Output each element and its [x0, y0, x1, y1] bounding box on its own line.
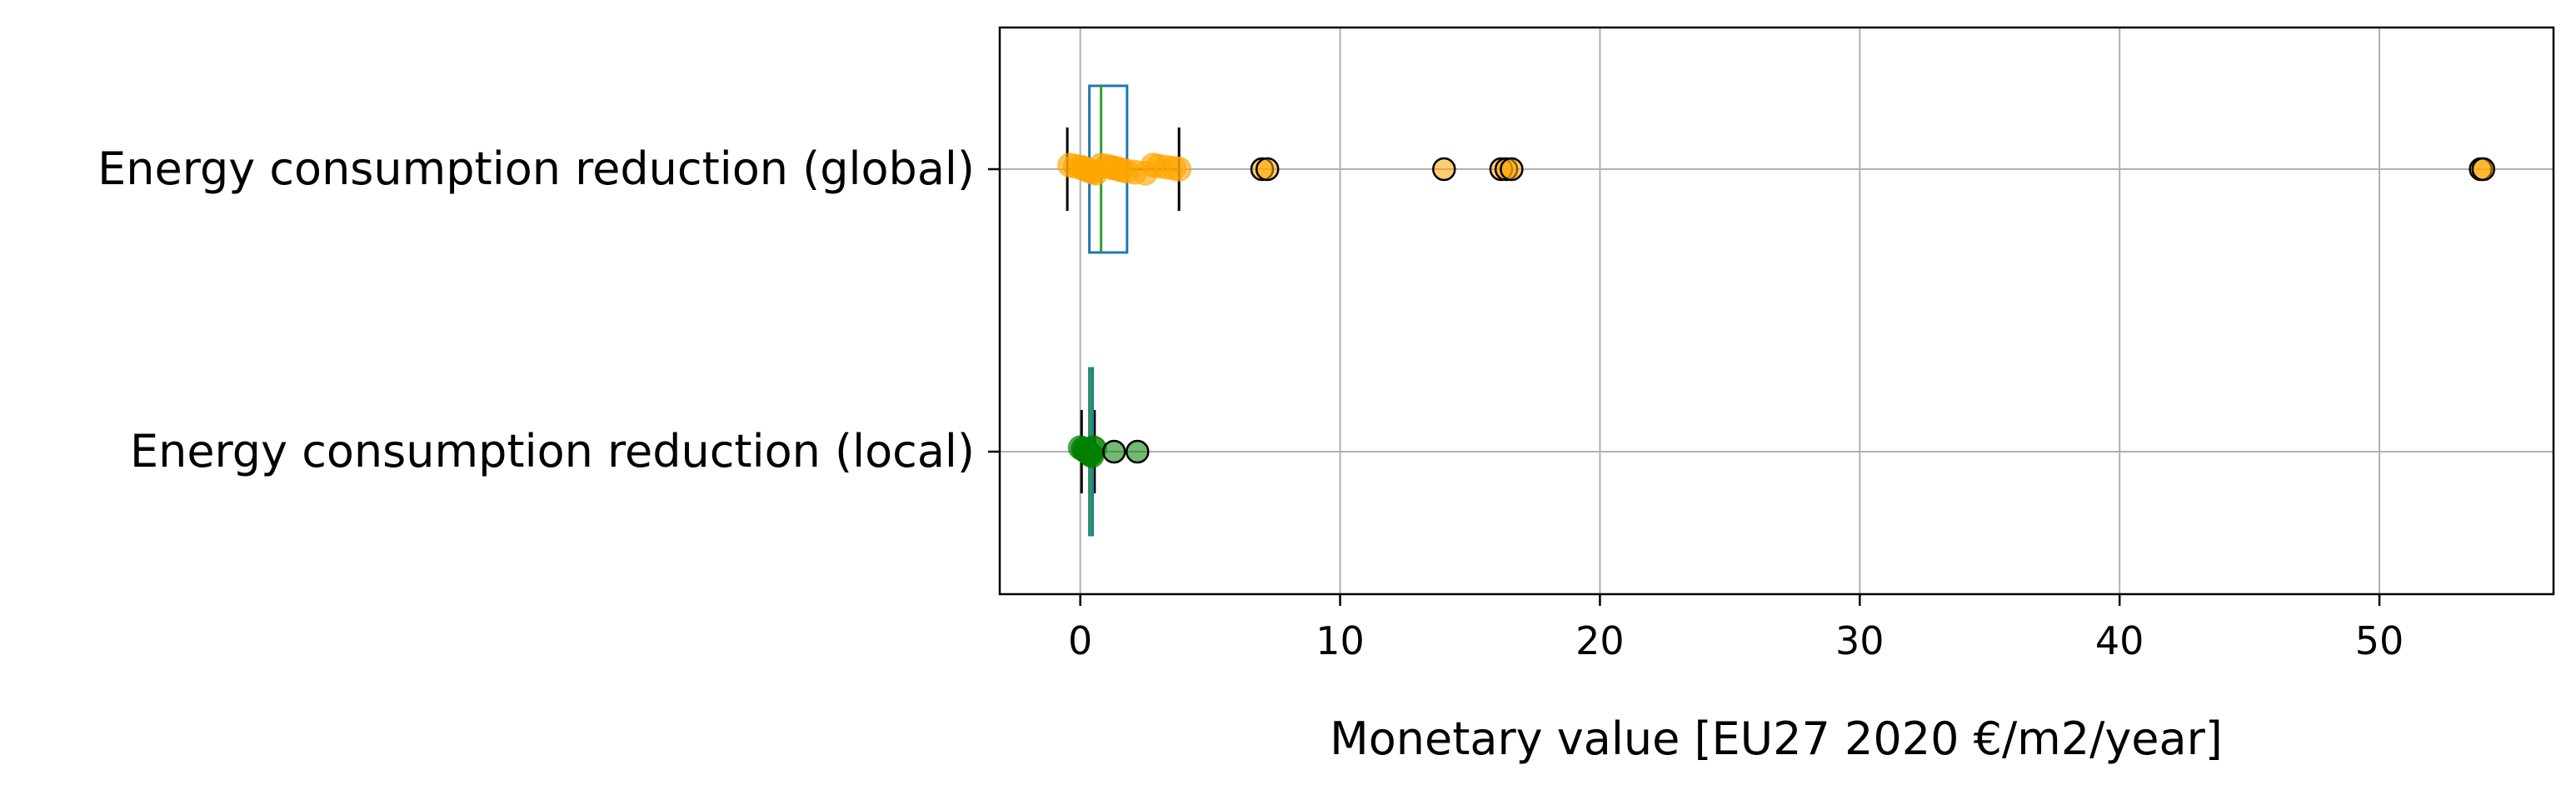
outlier-point	[1126, 439, 1150, 464]
x-tick-label: 20	[1575, 618, 1625, 663]
x-axis-label: Monetary value [EU27 2020 €/m2/year]	[1330, 712, 2223, 765]
plot-frame	[998, 26, 2555, 596]
outlier-point	[1432, 157, 1456, 182]
outlier-point	[1500, 157, 1524, 182]
outlier-point	[1255, 157, 1280, 182]
x-tick-label: 10	[1315, 618, 1365, 663]
x-tick-label: 50	[2355, 618, 2404, 663]
plot-data	[1057, 84, 2496, 537]
outlier-point	[1101, 439, 1126, 464]
category-label: Energy consumption reduction (global)	[97, 142, 975, 195]
grid-lines	[1000, 28, 2554, 594]
data-point	[1166, 157, 1192, 182]
category-label: Energy consumption reduction (local)	[130, 425, 975, 478]
axes: 0 10 20 30 40 50 Energy consumption reduction …	[97, 142, 2404, 663]
outlier-point	[2471, 157, 2496, 182]
x-tick-label: 30	[1835, 618, 1885, 663]
x-tick-label: 0	[1068, 618, 1092, 663]
x-tick-label: 40	[2095, 618, 2144, 663]
